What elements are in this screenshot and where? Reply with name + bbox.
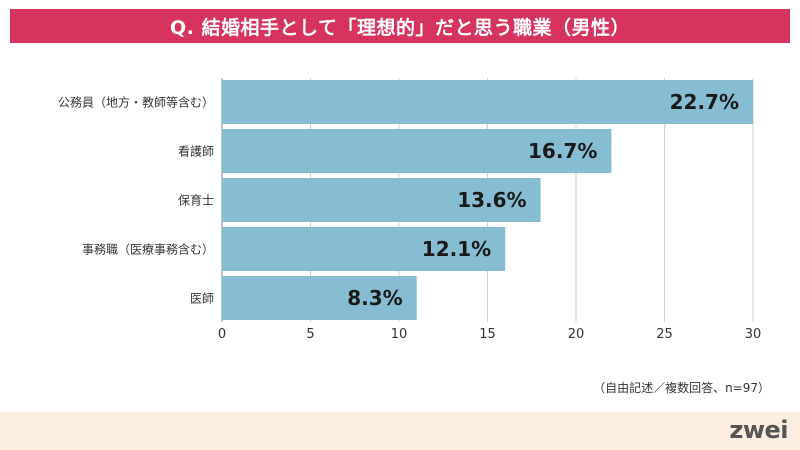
zwei-logo: zwei (729, 416, 788, 444)
x-tick-label: 30 (745, 327, 762, 342)
chart-title: Q. 結婚相手として「理想的」だと思う職業（男性） (170, 16, 630, 39)
title-banner: Q. 結婚相手として「理想的」だと思う職業（男性） (10, 9, 790, 43)
x-axis-ticks: 0 5 10 15 20 25 30 (218, 327, 761, 342)
bar (222, 178, 541, 222)
category-label: 看護師 (178, 144, 214, 159)
x-tick-label: 25 (656, 327, 673, 342)
bar (222, 227, 506, 271)
category-label: 公務員（地方・教師等含む） (58, 95, 214, 110)
category-label: 医師 (190, 292, 214, 306)
value-label: 16.7% (528, 139, 597, 163)
value-label: 8.3% (347, 286, 402, 310)
value-label: 13.6% (457, 188, 526, 212)
bar (222, 129, 612, 173)
bar (222, 276, 417, 320)
category-label: 保育士 (178, 193, 214, 208)
survey-note: （自由記述／複数回答、n=97） (593, 381, 770, 395)
x-tick-label: 20 (568, 327, 585, 342)
x-tick-label: 15 (479, 327, 496, 342)
x-tick-label: 0 (218, 327, 226, 342)
x-tick-label: 5 (306, 327, 314, 342)
value-label: 12.1% (422, 237, 491, 261)
category-label: 事務職（医療事務含む） (82, 242, 214, 257)
logo-text: zwei (729, 416, 788, 444)
value-label: 22.7% (670, 90, 739, 114)
footer-strip (0, 412, 800, 450)
value-labels: 22.7% 16.7% 13.6% 12.1% 8.3% (347, 90, 739, 310)
bar (222, 80, 753, 124)
x-tick-label: 10 (391, 327, 408, 342)
bars (222, 80, 753, 320)
